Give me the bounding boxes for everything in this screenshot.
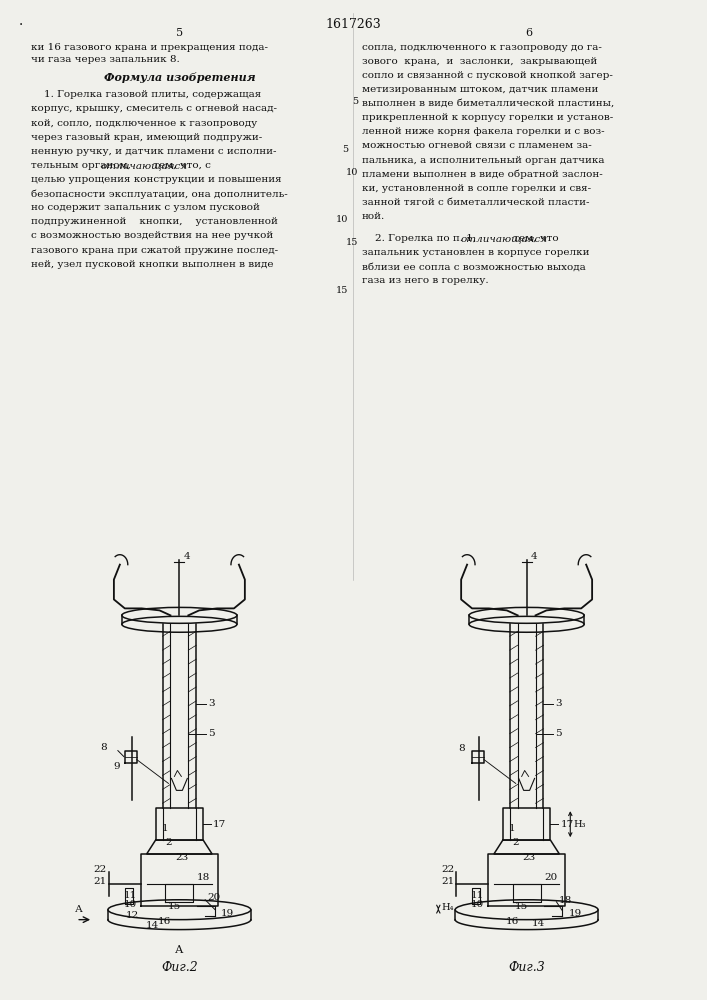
Text: 16: 16: [158, 917, 171, 926]
Text: 9: 9: [113, 762, 120, 771]
Text: 5: 5: [556, 729, 562, 738]
Text: 22: 22: [441, 865, 454, 874]
Text: 10: 10: [124, 900, 136, 909]
Text: 18: 18: [559, 896, 572, 905]
Text: отличающаяся: отличающаяся: [461, 234, 548, 243]
Text: 1617263: 1617263: [325, 18, 381, 31]
Text: отличающаяся: отличающаяся: [100, 161, 187, 170]
Text: пламени выполнен в виде обратной заслон-: пламени выполнен в виде обратной заслон-: [362, 170, 602, 179]
Text: 8: 8: [459, 744, 465, 753]
Text: 20: 20: [544, 873, 558, 882]
Text: 21: 21: [94, 877, 107, 886]
Text: 23: 23: [175, 854, 189, 862]
Text: подпружиненной    кнопки,    установленной: подпружиненной кнопки, установленной: [30, 217, 277, 226]
Text: 3: 3: [556, 699, 562, 708]
Text: H₃: H₃: [573, 820, 586, 829]
Text: 10: 10: [346, 168, 358, 177]
Text: 18: 18: [197, 873, 211, 882]
Text: прикрепленной к корпусу горелки и установ-: прикрепленной к корпусу горелки и устано…: [362, 113, 613, 122]
Text: А: А: [75, 905, 83, 914]
Text: 6: 6: [525, 28, 532, 38]
Text: занной тягой с биметаллической пласти-: занной тягой с биметаллической пласти-: [362, 198, 590, 207]
Text: целью упрощения конструкции и повышения: целью упрощения конструкции и повышения: [30, 175, 281, 184]
Text: Фиг.2: Фиг.2: [161, 961, 198, 974]
Text: но содержит запальник с узлом пусковой: но содержит запальник с узлом пусковой: [30, 203, 259, 212]
Text: 1. Горелка газовой плиты, содержащая: 1. Горелка газовой плиты, содержащая: [30, 90, 261, 99]
Text: 5: 5: [208, 729, 215, 738]
Text: кой, сопло, подключенное к газопроводу: кой, сопло, подключенное к газопроводу: [30, 119, 257, 128]
Text: тем, что: тем, что: [510, 234, 559, 243]
Text: 15: 15: [515, 902, 528, 911]
Text: 22: 22: [94, 865, 107, 874]
Text: H₄: H₄: [441, 903, 454, 912]
Text: 2: 2: [165, 838, 172, 847]
Text: газа из него в горелку.: газа из него в горелку.: [362, 276, 489, 285]
Text: выполнен в виде биметаллической пластины,: выполнен в виде биметаллической пластины…: [362, 99, 614, 108]
Text: можностью огневой связи с пламенем за-: можностью огневой связи с пламенем за-: [362, 141, 592, 150]
Text: 4: 4: [183, 552, 190, 561]
Text: 21: 21: [441, 877, 454, 886]
Text: 15: 15: [336, 286, 348, 295]
Text: 14: 14: [532, 919, 545, 928]
Text: газового крана при сжатой пружине послед-: газового крана при сжатой пружине послед…: [30, 246, 278, 255]
Text: 11: 11: [471, 891, 484, 900]
Text: 15: 15: [168, 902, 181, 911]
Text: 8: 8: [100, 743, 107, 752]
Text: запальник установлен в корпусе горелки: запальник установлен в корпусе горелки: [362, 248, 590, 257]
Text: ненную ручку, и датчик пламени с исполни-: ненную ручку, и датчик пламени с исполни…: [30, 147, 276, 156]
Text: 4: 4: [530, 552, 537, 561]
Text: 5: 5: [352, 97, 358, 106]
Text: 23: 23: [522, 854, 536, 862]
Text: метизированным штоком, датчик пламени: метизированным штоком, датчик пламени: [362, 85, 598, 94]
Text: 16: 16: [506, 917, 519, 926]
Text: сопла, подключенного к газопроводу до га-: сопла, подключенного к газопроводу до га…: [362, 43, 602, 52]
Text: ·: ·: [18, 18, 23, 32]
Text: чи газа через запальник 8.: чи газа через запальник 8.: [30, 55, 180, 64]
Text: 14: 14: [146, 921, 159, 930]
Text: 12: 12: [125, 911, 139, 920]
Text: ленной ниже корня факела горелки и с воз-: ленной ниже корня факела горелки и с воз…: [362, 127, 604, 136]
Text: 19: 19: [221, 909, 234, 918]
Text: 19: 19: [568, 909, 582, 918]
Text: с возможностью воздействия на нее ручкой: с возможностью воздействия на нее ручкой: [30, 232, 273, 240]
Text: 20: 20: [207, 893, 221, 902]
Text: тем, что, с: тем, что, с: [150, 161, 211, 170]
Text: 5: 5: [342, 145, 348, 154]
Text: ки, установленной в сопле горелки и свя-: ки, установленной в сопле горелки и свя-: [362, 184, 591, 193]
Text: 15: 15: [346, 238, 358, 247]
Text: 2: 2: [513, 838, 520, 847]
Text: Фиг.3: Фиг.3: [508, 961, 545, 974]
Text: вблизи ее сопла с возможностью выхода: вблизи ее сопла с возможностью выхода: [362, 262, 585, 271]
Text: 17: 17: [561, 820, 573, 829]
Text: 1: 1: [161, 824, 168, 833]
Text: 5: 5: [176, 28, 183, 38]
Text: А: А: [175, 945, 184, 955]
Text: зового  крана,  и  заслонки,  закрывающей: зового крана, и заслонки, закрывающей: [362, 57, 597, 66]
Text: безопасности эксплуатации, она дополнитель-: безопасности эксплуатации, она дополните…: [30, 189, 287, 199]
Text: ней, узел пусковой кнопки выполнен в виде: ней, узел пусковой кнопки выполнен в вид…: [30, 260, 273, 269]
Text: 2. Горелка по п. 1,: 2. Горелка по п. 1,: [362, 234, 479, 243]
Text: ки 16 газового крана и прекращения пода-: ки 16 газового крана и прекращения пода-: [30, 43, 267, 52]
Text: Формула изобретения: Формула изобретения: [103, 72, 255, 83]
Text: 1: 1: [509, 824, 515, 833]
Text: 3: 3: [208, 699, 215, 708]
Text: 10: 10: [471, 900, 484, 909]
Text: тельным органом,: тельным органом,: [30, 161, 134, 170]
Text: 17: 17: [213, 820, 226, 829]
Text: через газовый кран, имеющий подпружи-: через газовый кран, имеющий подпружи-: [30, 133, 262, 142]
Text: 10: 10: [336, 215, 348, 224]
Text: пальника, а исполнительный орган датчика: пальника, а исполнительный орган датчика: [362, 156, 604, 165]
Text: 11: 11: [124, 891, 136, 900]
Text: ной.: ной.: [362, 212, 385, 221]
Text: корпус, крышку, смеситель с огневой насад-: корпус, крышку, смеситель с огневой наса…: [30, 104, 276, 113]
Text: сопло и связанной с пусковой кнопкой загер-: сопло и связанной с пусковой кнопкой заг…: [362, 71, 613, 80]
